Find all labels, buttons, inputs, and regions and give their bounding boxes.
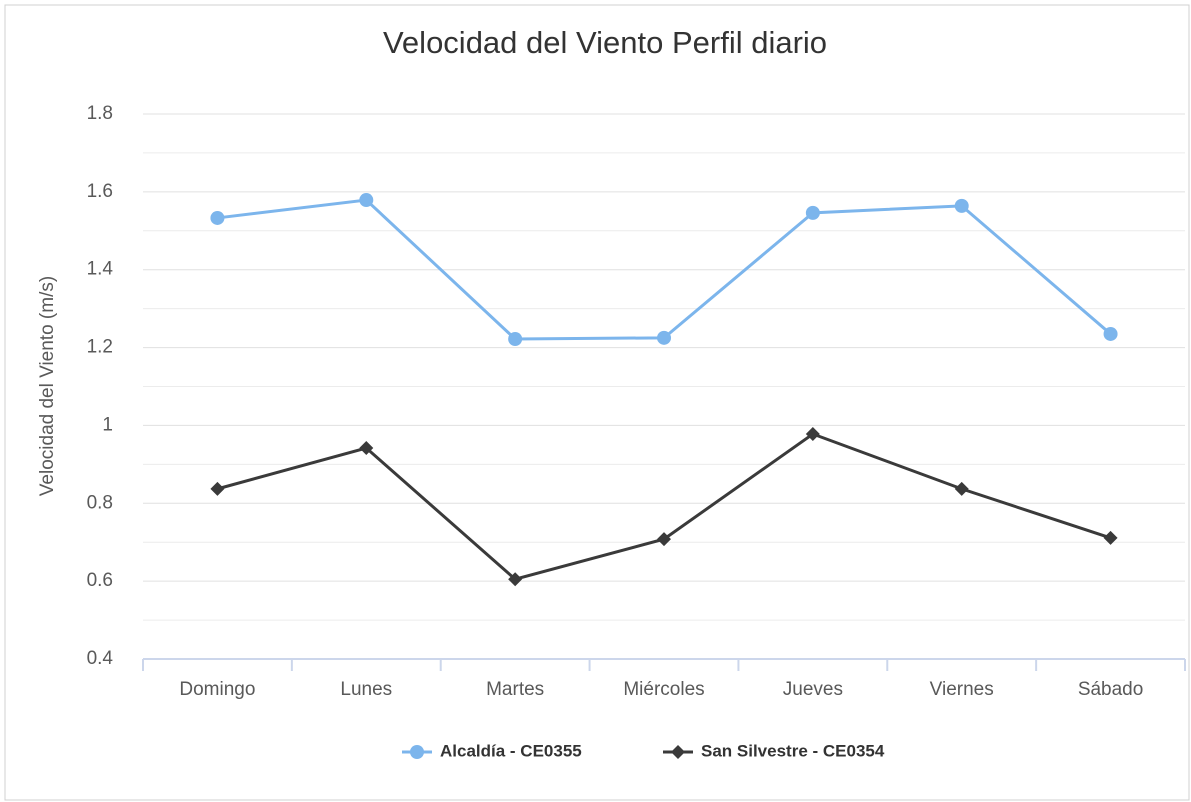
y-tick-label: 0.8 [87, 492, 113, 513]
point [508, 572, 523, 587]
y-tick-label: 1.2 [87, 337, 113, 358]
x-tick-label: Sábado [1078, 679, 1144, 700]
legend-label: San Silvestre - CE0354 [701, 741, 885, 760]
y-tick-label: 1.6 [87, 181, 113, 202]
point [410, 745, 424, 759]
y-tick-label: 1 [102, 414, 113, 435]
y-axis-label: Velocidad del Viento (m/s) [37, 276, 58, 496]
y-tick-label: 1.4 [87, 259, 114, 280]
point [210, 481, 225, 496]
point [954, 481, 969, 496]
y-tick-label: 1.8 [87, 103, 113, 124]
point [1103, 530, 1118, 545]
point [954, 198, 969, 213]
x-tick-label: Lunes [340, 679, 392, 700]
x-tick-label: Jueves [783, 679, 843, 700]
point [508, 332, 523, 347]
y-tick-label: 0.6 [87, 570, 113, 591]
point [657, 532, 671, 547]
frame [4, 4, 1190, 801]
point [210, 210, 225, 225]
point [805, 205, 820, 220]
y-tick-label: 0.4 [87, 648, 114, 669]
point [1103, 326, 1118, 341]
point [657, 330, 671, 345]
point [359, 441, 374, 456]
x-tick-label: Domingo [179, 679, 255, 700]
chart-title: Velocidad del Viento Perfil diario [383, 25, 827, 60]
point [805, 426, 820, 441]
legend-label: Alcaldía - CE0355 [440, 741, 582, 760]
point [359, 193, 374, 208]
point [671, 745, 685, 759]
x-tick-label: Viernes [930, 679, 994, 700]
x-tick-label: Martes [486, 679, 544, 700]
x-tick-label: Miércoles [623, 679, 704, 700]
